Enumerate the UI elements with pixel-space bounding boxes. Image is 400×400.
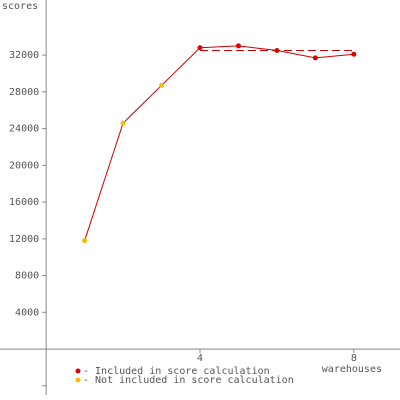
legend-marker — [75, 368, 81, 374]
data-point — [274, 48, 280, 54]
data-point — [235, 43, 241, 49]
data-point — [159, 82, 165, 88]
y-tick-label: 20000 — [9, 160, 39, 171]
y-tick-label: 16000 — [9, 197, 39, 208]
x-axis-label: warehouses — [322, 364, 382, 375]
data-point — [82, 238, 88, 244]
data-point — [312, 55, 318, 61]
data-point — [351, 51, 357, 57]
data-point — [197, 45, 203, 51]
y-tick-label: 12000 — [9, 234, 39, 245]
x-tick-label: 8 — [351, 353, 357, 364]
y-axis-label: scores — [2, 1, 38, 12]
y-tick-label: 28000 — [9, 87, 39, 98]
x-tick-label: 4 — [197, 353, 203, 364]
legend-label: - Included in score calculation — [83, 366, 270, 377]
series-line — [84, 45, 354, 241]
y-tick-label: 8000 — [15, 271, 39, 282]
y-tick-label: 4000 — [15, 307, 39, 318]
legend-label: - Not included in score calculation — [83, 375, 294, 386]
y-tick-label: 24000 — [9, 124, 39, 135]
y-tick-label: 32000 — [9, 50, 39, 61]
data-point — [120, 120, 126, 126]
legend-marker — [75, 377, 81, 383]
